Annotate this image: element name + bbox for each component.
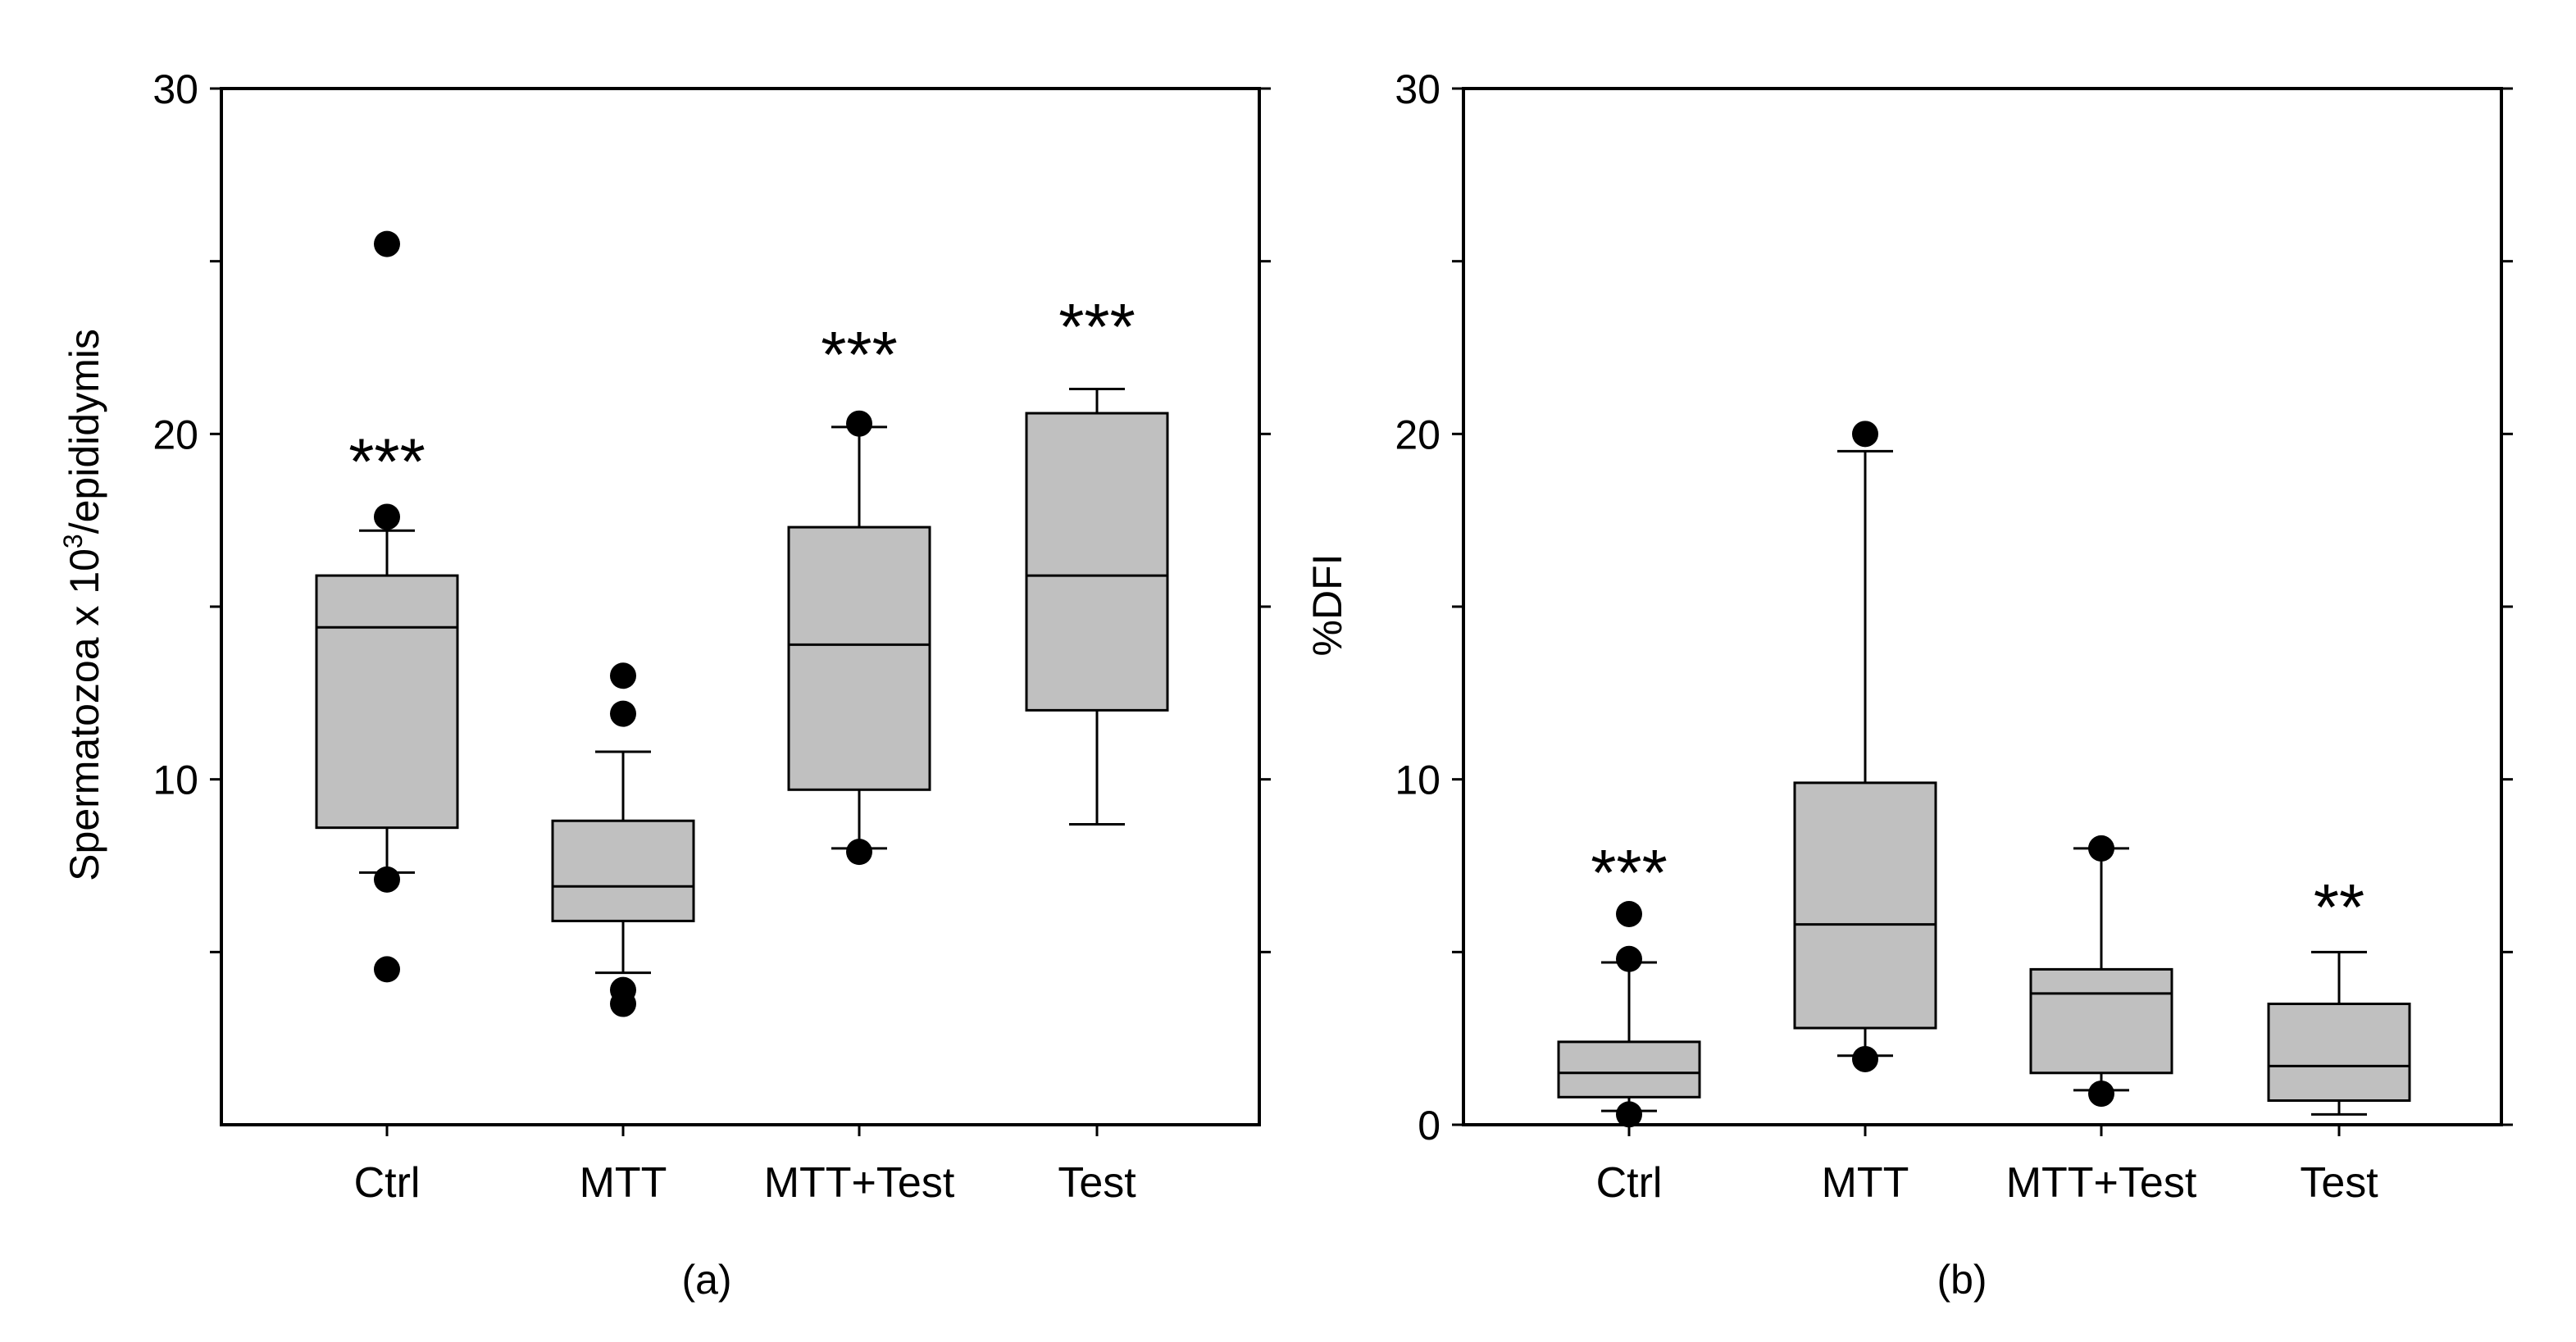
panel-a-x-tick-label: MTT+Test	[764, 1159, 955, 1207]
outlier-point	[2088, 835, 2114, 862]
significance-label: ***	[1591, 836, 1667, 909]
panel-a-x-tick-label: Test	[1058, 1159, 1136, 1207]
panel-b-frame	[1462, 87, 2503, 1126]
significance-label: ***	[348, 425, 425, 498]
panel-a-y-tick-label: 30	[152, 66, 198, 112]
box-iqr	[315, 574, 459, 830]
box-iqr	[1557, 1040, 1701, 1099]
panel-a-y-axis-label-rest: /epididymis	[61, 329, 107, 534]
outlier-point	[1616, 1101, 1642, 1128]
outlier-point	[610, 976, 636, 1003]
outlier-point	[374, 230, 400, 257]
outlier-point	[374, 956, 400, 983]
panel-b-box-group-ctrl: ***	[1557, 836, 1701, 1128]
panel-a-y-axis-label-superscript: 3	[58, 534, 88, 548]
outlier-point	[1852, 421, 1878, 448]
panel-a-y-tick-label: 20	[152, 412, 198, 457]
panel-b-x-tick-label: Ctrl	[1596, 1159, 1663, 1207]
outlier-point	[1616, 945, 1642, 972]
outlier-point	[610, 700, 636, 727]
box-iqr	[2029, 967, 2173, 1075]
panel-a: 10 20 30 Ctrl MTT MTT+Test Test *** *** *** Sper…	[58, 66, 1271, 1303]
box-iqr	[2267, 1003, 2411, 1103]
panel-a-x-tick-label: MTT	[580, 1159, 667, 1207]
outlier-point	[610, 662, 636, 689]
panel-b-box-group-test: **	[2267, 871, 2411, 1116]
panel-a-boxes: *** *** ***	[315, 230, 1169, 1017]
panel-a-box-group-mtt	[551, 662, 695, 1017]
panel-b-ticks: 0 10 20 30 Ctrl MTT MTT+Test Test	[1395, 66, 2513, 1207]
panel-a-label: (a)	[681, 1257, 731, 1303]
outlier-point	[374, 503, 400, 530]
panel-b-y-tick-label: 20	[1395, 412, 1440, 457]
panel-a-box-group-test: ***	[1025, 290, 1169, 826]
outlier-point	[1852, 1045, 1878, 1072]
outlier-point	[2088, 1080, 2114, 1108]
panel-b-x-tick-label: Test	[2300, 1159, 2378, 1207]
significance-label: **	[2314, 871, 2364, 944]
panel-a-y-axis-label-main: Spermatozoa x 10	[61, 548, 107, 881]
panel-b-x-tick-label: MTT	[1822, 1159, 1909, 1207]
panel-b-box-group-mtt-plus-test	[2029, 835, 2173, 1108]
outlier-point	[374, 866, 400, 893]
panel-a-ticks: 10 20 30 Ctrl MTT MTT+Test Test	[152, 66, 1271, 1207]
significance-label: ***	[821, 318, 897, 391]
outlier-point	[846, 410, 872, 437]
panel-b-y-axis-label: %DFI	[1304, 554, 1350, 657]
panel-b-x-tick-label: MTT+Test	[2006, 1159, 2197, 1207]
box-iqr	[1793, 781, 1937, 1030]
panel-b-y-tick-label: 30	[1395, 66, 1440, 112]
box-iqr	[787, 525, 931, 791]
panel-b-box-group-mtt	[1793, 421, 1937, 1072]
box-iqr	[551, 819, 695, 922]
significance-label: ***	[1058, 290, 1135, 363]
panel-a-y-tick-label: 10	[152, 757, 198, 803]
box-iqr	[1025, 412, 1169, 712]
panel-b-y-tick-label: 10	[1395, 757, 1440, 803]
outlier-point	[846, 839, 872, 866]
outlier-point	[1616, 900, 1642, 927]
panel-a-box-group-mtt-plus-test: ***	[787, 318, 931, 866]
panel-b-y-tick-label: 0	[1418, 1103, 1440, 1149]
panel-a-box-group-ctrl: ***	[315, 230, 459, 983]
panel-a-x-tick-label: Ctrl	[354, 1159, 421, 1207]
panel-a-y-axis-label: Spermatozoa x 103/epididymis	[58, 329, 107, 881]
panel-b-label: (b)	[1937, 1257, 1987, 1303]
panel-b-boxes: *** **	[1557, 421, 2411, 1128]
